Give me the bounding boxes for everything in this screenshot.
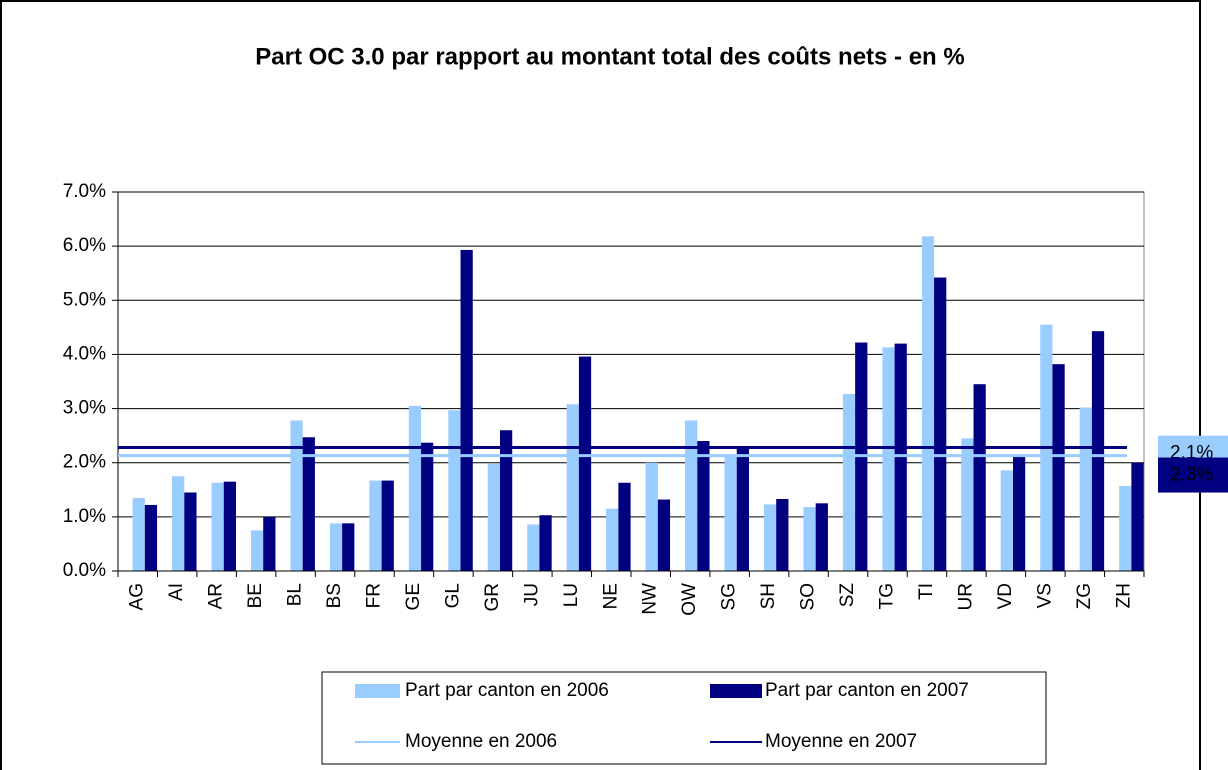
- y-tick-label: 4.0%: [63, 343, 106, 364]
- y-tick-label: 6.0%: [63, 235, 106, 256]
- bar: [211, 482, 224, 571]
- bar: [487, 463, 500, 571]
- y-tick-label: 7.0%: [63, 181, 106, 202]
- bar: [144, 504, 158, 571]
- x-tick-label: ZH: [1113, 583, 1134, 608]
- bar: [1052, 364, 1065, 571]
- x-tick-label: OW: [679, 583, 700, 616]
- x-tick-label: SO: [798, 583, 819, 610]
- x-tick-label: BS: [324, 583, 345, 608]
- bar: [578, 356, 592, 571]
- x-tick-label: GE: [403, 583, 424, 610]
- bar: [685, 420, 698, 571]
- legend-label: Moyenne en 2006: [405, 731, 557, 752]
- x-tick-label: TG: [877, 583, 898, 609]
- x-tick-label: LU: [561, 583, 582, 607]
- bar: [223, 481, 236, 571]
- bar: [381, 480, 394, 571]
- bar: [184, 492, 197, 571]
- x-tick-label: BE: [245, 583, 266, 608]
- x-tick-label: TI: [916, 583, 937, 600]
- legend-swatch: [355, 684, 400, 698]
- mean-label-box: [1158, 457, 1228, 493]
- bar: [606, 508, 619, 571]
- bar: [645, 462, 658, 571]
- y-tick-label: 0.0%: [63, 560, 106, 581]
- chart-title: Part OC 3.0 par rapport au montant total…: [255, 43, 964, 70]
- bar: [527, 524, 540, 571]
- bar: [263, 516, 276, 571]
- bar: [815, 503, 828, 571]
- bar: [342, 523, 355, 571]
- bar: [894, 343, 907, 571]
- bar: [329, 523, 343, 571]
- bar: [776, 498, 789, 571]
- y-tick-label: 2.0%: [63, 452, 106, 473]
- x-tick-label: ZG: [1074, 583, 1095, 609]
- bar: [724, 454, 737, 571]
- bar: [369, 480, 382, 571]
- x-tick-label: SG: [719, 583, 740, 610]
- x-tick-label: GL: [442, 583, 463, 608]
- bar: [421, 442, 434, 571]
- bar: [1131, 462, 1144, 571]
- bar: [1091, 331, 1105, 571]
- bar: [736, 447, 749, 571]
- x-tick-label: SH: [758, 583, 779, 609]
- bar: [132, 497, 145, 571]
- bar: [921, 236, 935, 571]
- y-tick-label: 5.0%: [63, 289, 106, 310]
- x-tick-label: AR: [206, 583, 227, 609]
- bar: [961, 438, 974, 571]
- x-tick-label: NW: [640, 583, 661, 615]
- bar: [1000, 470, 1013, 571]
- bar: [842, 393, 856, 571]
- bar: [973, 384, 986, 571]
- bar: [448, 410, 461, 571]
- x-tick-label: AG: [127, 583, 148, 610]
- legend-label: Part par canton en 2007: [765, 680, 969, 701]
- y-tick-label: 3.0%: [63, 398, 106, 419]
- x-tick-label: UR: [955, 583, 976, 610]
- legend-box: [321, 671, 1047, 765]
- x-tick-label: NE: [600, 583, 621, 609]
- bar: [408, 405, 422, 571]
- bar: [1012, 456, 1026, 571]
- bar: [566, 404, 579, 571]
- bar: [934, 277, 947, 571]
- x-tick-label: VS: [1034, 583, 1055, 608]
- bar: [763, 504, 777, 571]
- legend-label: Part par canton en 2006: [405, 680, 609, 701]
- x-tick-label: SZ: [837, 583, 858, 608]
- x-tick-label: AI: [166, 583, 187, 601]
- x-tick-label: BL: [285, 583, 306, 606]
- plot-area: [117, 191, 1145, 572]
- bar: [697, 441, 710, 571]
- y-tick-label: 1.0%: [63, 506, 106, 527]
- bar: [618, 482, 631, 571]
- bar: [250, 530, 264, 571]
- bar: [539, 515, 552, 571]
- bar: [1119, 485, 1132, 571]
- legend-label: Moyenne en 2007: [765, 731, 917, 752]
- legend-swatch: [710, 684, 762, 698]
- x-tick-label: GR: [482, 583, 503, 612]
- bar: [499, 430, 513, 571]
- x-tick-label: JU: [521, 583, 542, 606]
- x-tick-label: VD: [995, 583, 1016, 609]
- bar: [882, 347, 895, 571]
- bar: [803, 507, 816, 571]
- x-tick-label: FR: [364, 583, 385, 608]
- bar: [302, 437, 315, 571]
- mean-label: 2.3%: [1170, 465, 1213, 486]
- bar: [172, 476, 185, 571]
- bar: [1079, 407, 1092, 571]
- bar: [460, 249, 473, 571]
- bar: [290, 420, 303, 571]
- bar: [657, 499, 671, 571]
